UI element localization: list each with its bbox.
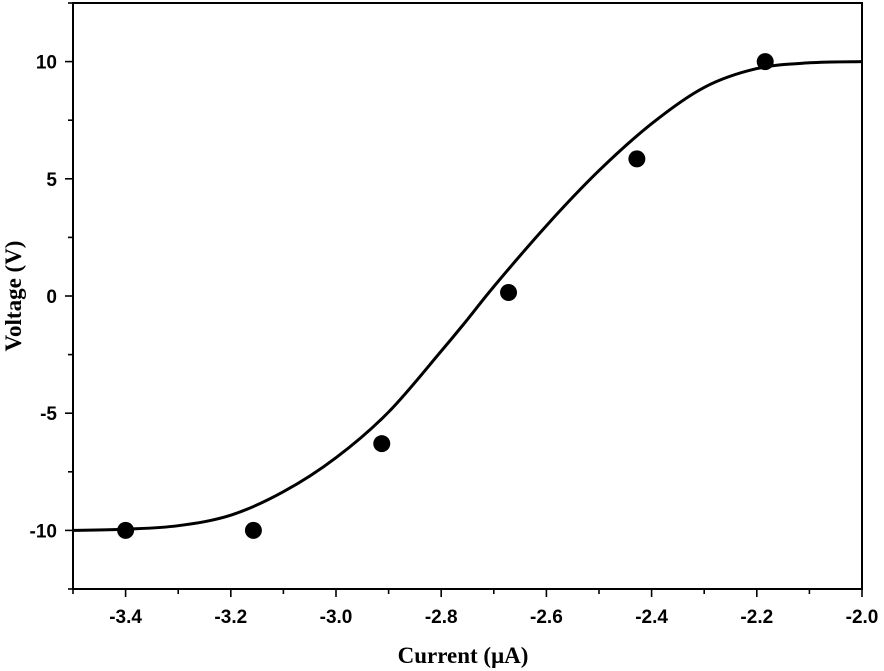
x-tick-label: -3.4 xyxy=(109,607,142,628)
y-axis-ticks xyxy=(65,2,73,590)
x-tick-label: -2.8 xyxy=(425,607,458,628)
data-point xyxy=(244,521,262,539)
y-tick-label: -5 xyxy=(40,404,57,425)
x-tick-label: -2.6 xyxy=(530,607,563,628)
x-tick-label: -2.0 xyxy=(846,607,879,628)
data-point xyxy=(628,150,646,168)
data-point xyxy=(756,53,774,71)
y-tick-label: -10 xyxy=(30,521,57,542)
x-tick-label: -2.4 xyxy=(635,607,668,628)
y-tick-label: 0 xyxy=(46,287,57,308)
y-tick-label: 10 xyxy=(36,53,57,74)
plot-frame xyxy=(72,2,863,590)
x-tick-label: -3.0 xyxy=(320,607,353,628)
x-axis-ticks xyxy=(72,589,863,597)
data-point xyxy=(117,521,135,539)
y-axis-tick-labels: -10 -5 0 5 10 xyxy=(30,53,58,543)
y-axis-title: Voltage (V) xyxy=(1,241,26,352)
y-tick-label: 5 xyxy=(46,170,57,191)
x-tick-label: -3.2 xyxy=(214,607,247,628)
data-point xyxy=(500,283,518,301)
x-tick-label: -2.2 xyxy=(740,607,773,628)
data-point xyxy=(373,435,391,453)
data-points xyxy=(117,53,774,539)
fit-curve xyxy=(72,60,863,532)
x-axis-title: Current (μA) xyxy=(398,643,529,668)
x-axis-tick-labels: -3.4 -3.2 -3.0 -2.8 -2.6 -2.4 -2.2 -2.0 xyxy=(109,607,878,628)
